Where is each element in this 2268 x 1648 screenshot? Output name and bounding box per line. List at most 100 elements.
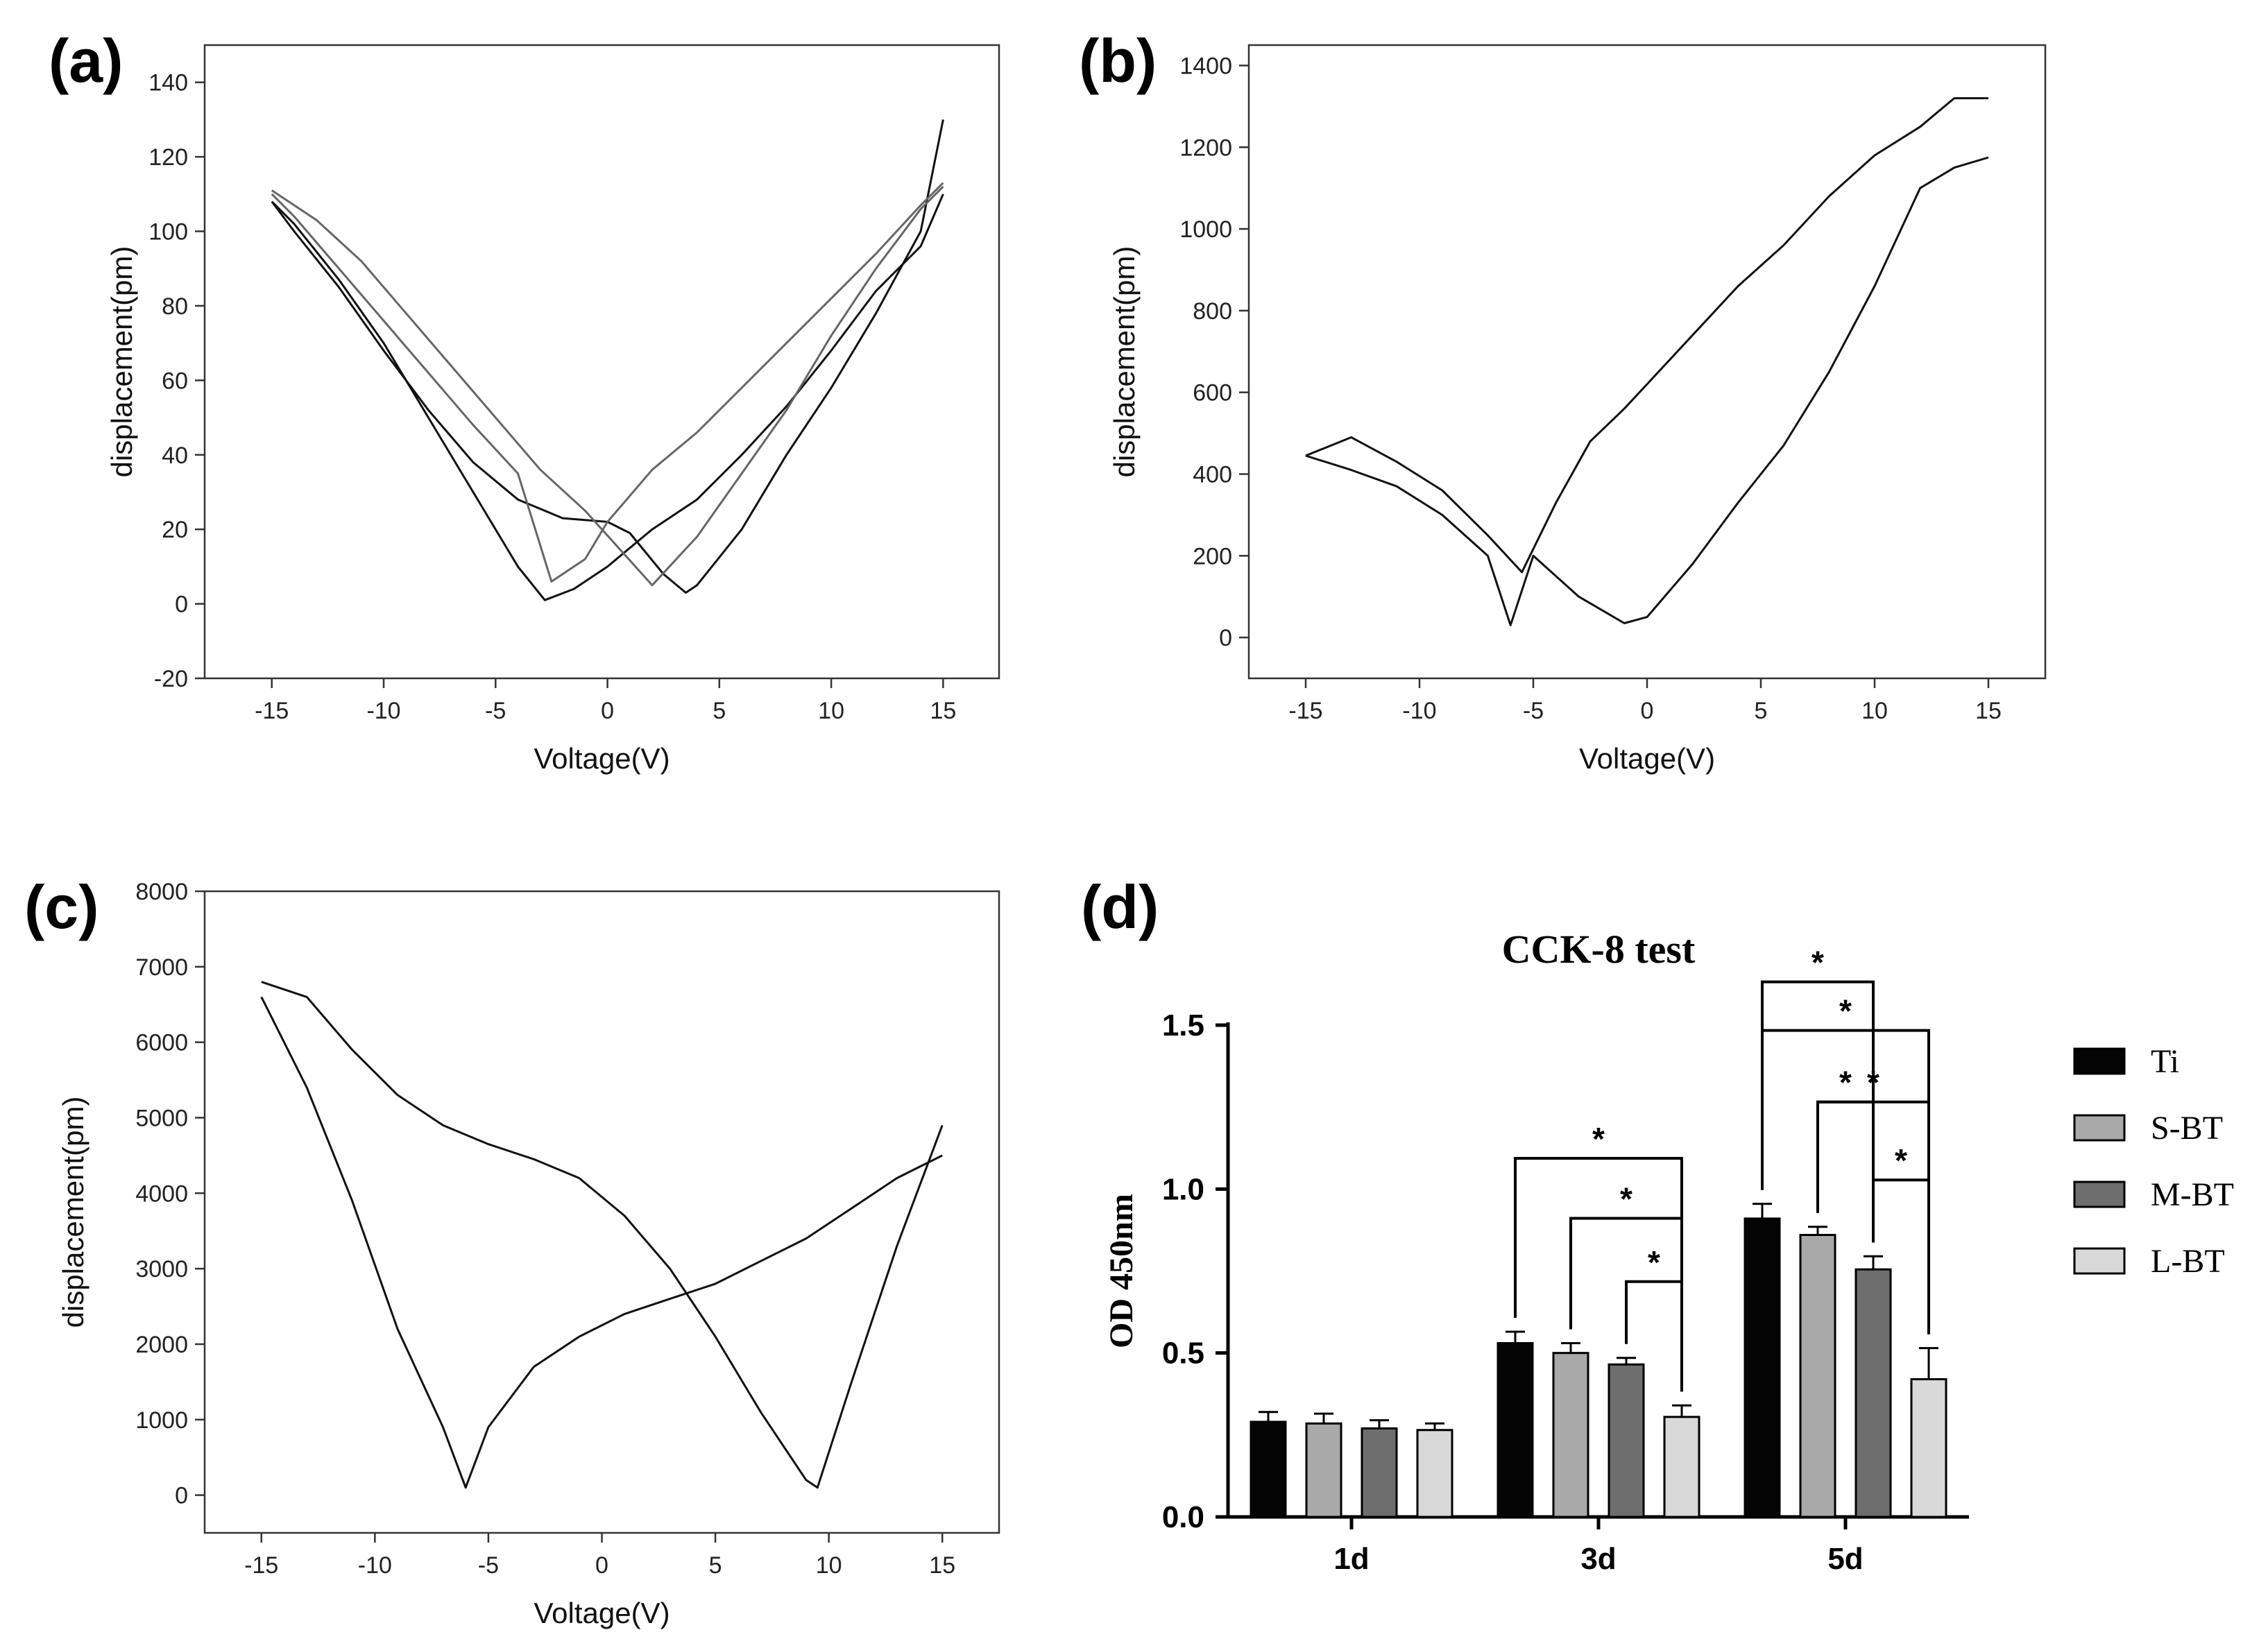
significance-star: * bbox=[1867, 1065, 1879, 1101]
panel-d: (d) CCK-8 test 0.0 0.5 1.0 1.5 OD 450nm 1d 3d 5d *… bbox=[1081, 873, 2234, 1576]
series-line-loop1-backward bbox=[271, 119, 944, 594]
significance-bracket bbox=[1625, 1280, 1683, 1392]
legend-label: M-BT bbox=[2151, 1176, 2234, 1213]
legend-swatch-Ti bbox=[2073, 1047, 2126, 1075]
legend-label: Ti bbox=[2151, 1043, 2179, 1080]
bar-Ti-1d bbox=[1250, 1420, 1287, 1518]
bar-L-BT-1d bbox=[1416, 1429, 1453, 1518]
series-line-loop2-forward bbox=[271, 182, 944, 583]
y-tick-label: 120 bbox=[148, 144, 188, 171]
bar-M-BT-1d bbox=[1361, 1427, 1398, 1518]
bar-S-BT-3d bbox=[1552, 1352, 1589, 1518]
y-tick-label: 400 bbox=[1193, 461, 1232, 488]
x-tick-label: 5 bbox=[1755, 698, 1768, 724]
panel-label: (d) bbox=[1081, 873, 1159, 941]
x-tick-label: 10 bbox=[1861, 698, 1888, 724]
y-tick-label: 60 bbox=[162, 368, 188, 394]
x-tick-label: 15 bbox=[929, 1552, 955, 1579]
bar-S-BT-1d bbox=[1305, 1422, 1342, 1518]
y-tick-label: 100 bbox=[148, 219, 188, 246]
x-tick-label: 5 bbox=[713, 698, 726, 724]
bar-L-BT-3d bbox=[1663, 1416, 1700, 1518]
significance-bracket bbox=[1816, 1100, 1875, 1243]
x-axis-label: Voltage(V) bbox=[534, 742, 670, 775]
plot-frame bbox=[203, 44, 1000, 680]
bar-L-BT-5d bbox=[1910, 1377, 1947, 1518]
x-tick-label: -15 bbox=[255, 698, 289, 724]
y-tick-label: 0.0 bbox=[1162, 1500, 1204, 1534]
y-tick-label: 600 bbox=[1193, 380, 1232, 406]
y-axis-label: displacement(pm) bbox=[105, 246, 138, 478]
x-tick-label: -5 bbox=[485, 698, 506, 724]
x-tick-label: 3d bbox=[1580, 1542, 1616, 1576]
significance-star: * bbox=[1839, 1065, 1852, 1101]
x-tick-label: 15 bbox=[1975, 698, 2002, 724]
x-tick-label: -10 bbox=[366, 698, 400, 724]
y-tick-label: 1.0 bbox=[1162, 1172, 1204, 1206]
y-axis-label: displacement(pm) bbox=[1108, 246, 1141, 478]
y-tick-label: 8000 bbox=[135, 879, 188, 905]
significance-star: * bbox=[1895, 1142, 1907, 1178]
x-tick-label: 0 bbox=[595, 1552, 608, 1579]
legend-swatch-S-BT bbox=[2073, 1114, 2126, 1142]
y-tick-label: 1000 bbox=[135, 1407, 188, 1434]
significance-star: * bbox=[1839, 993, 1852, 1029]
y-tick-label: 80 bbox=[162, 293, 188, 320]
legend-label: L-BT bbox=[2151, 1243, 2225, 1280]
bar-S-BT-5d bbox=[1799, 1234, 1836, 1518]
panel-b: -15 -10 -5 0 5 10 15 0 200 400 600 800 1000 1200 1400 V… bbox=[1079, 26, 2047, 775]
y-tick-label: 1.5 bbox=[1162, 1008, 1204, 1042]
y-tick-label: 4000 bbox=[135, 1181, 188, 1207]
panel-a: -15 -10 -5 0 5 10 15 -20 0 20 40 60 80 100 120 140 Volta… bbox=[49, 26, 1000, 775]
y-tick-label: 1400 bbox=[1179, 53, 1232, 79]
x-tick-label: 0 bbox=[601, 698, 614, 724]
x-tick-label: -15 bbox=[1288, 698, 1322, 724]
x-tick-label: 10 bbox=[816, 1552, 842, 1579]
y-tick-label: 0 bbox=[175, 592, 188, 618]
y-tick-label: 3000 bbox=[135, 1256, 188, 1282]
y-axis-label: OD 450nm bbox=[1103, 1194, 1140, 1348]
series-line-loop2-backward bbox=[271, 186, 944, 587]
y-tick-label: 0 bbox=[175, 1483, 188, 1509]
y-tick-label: 0 bbox=[1219, 625, 1232, 651]
y-tick-label: 200 bbox=[1193, 543, 1232, 569]
panel-label: (a) bbox=[49, 26, 123, 95]
plot-frame bbox=[203, 890, 1000, 1534]
panel-label: (b) bbox=[1079, 26, 1157, 95]
y-tick-label: 6000 bbox=[135, 1030, 188, 1056]
panel-c: -15 -10 -5 0 5 10 15 0 1000 2000 3000 4000 5000 6000 7… bbox=[24, 873, 1000, 1629]
series-line-inner bbox=[1305, 156, 1989, 626]
bar-Ti-5d bbox=[1743, 1217, 1781, 1518]
y-tick-label: 800 bbox=[1193, 298, 1232, 325]
x-tick-label: -10 bbox=[1402, 698, 1436, 724]
y-tick-label: 0.5 bbox=[1162, 1337, 1204, 1371]
bar-Ti-3d bbox=[1497, 1341, 1534, 1518]
panel-label: (c) bbox=[24, 873, 99, 941]
y-tick-label: 1200 bbox=[1179, 135, 1232, 161]
significance-star: * bbox=[1592, 1121, 1605, 1157]
series-line-inner-return bbox=[260, 996, 943, 1489]
x-tick-label: -10 bbox=[358, 1552, 392, 1579]
legend-swatch-M-BT bbox=[2073, 1181, 2126, 1208]
plot-frame bbox=[1247, 44, 2047, 680]
y-tick-label: 140 bbox=[148, 70, 188, 96]
x-tick-label: 10 bbox=[818, 698, 844, 724]
y-tick-label: 1000 bbox=[1179, 216, 1232, 243]
series-line-loop1-forward bbox=[271, 194, 944, 601]
y-tick-label: 40 bbox=[162, 443, 188, 469]
legend-label: S-BT bbox=[2151, 1110, 2223, 1147]
chart-title: CCK-8 test bbox=[1502, 927, 1696, 972]
x-tick-label: 5d bbox=[1827, 1542, 1863, 1576]
x-tick-label: 5 bbox=[709, 1552, 722, 1579]
significance-star: * bbox=[1648, 1244, 1660, 1280]
x-tick-label: 1d bbox=[1333, 1542, 1369, 1576]
significance-bracket bbox=[1872, 1178, 1930, 1334]
x-tick-label: -15 bbox=[244, 1552, 278, 1579]
x-axis-label: Voltage(V) bbox=[534, 1597, 670, 1629]
x-tick-label: -5 bbox=[478, 1552, 499, 1579]
y-tick-label: -20 bbox=[154, 666, 188, 692]
legend-swatch-L-BT bbox=[2073, 1247, 2126, 1275]
y-tick-label: 5000 bbox=[135, 1105, 188, 1131]
y-axis-label: displacement(pm) bbox=[57, 1097, 89, 1328]
